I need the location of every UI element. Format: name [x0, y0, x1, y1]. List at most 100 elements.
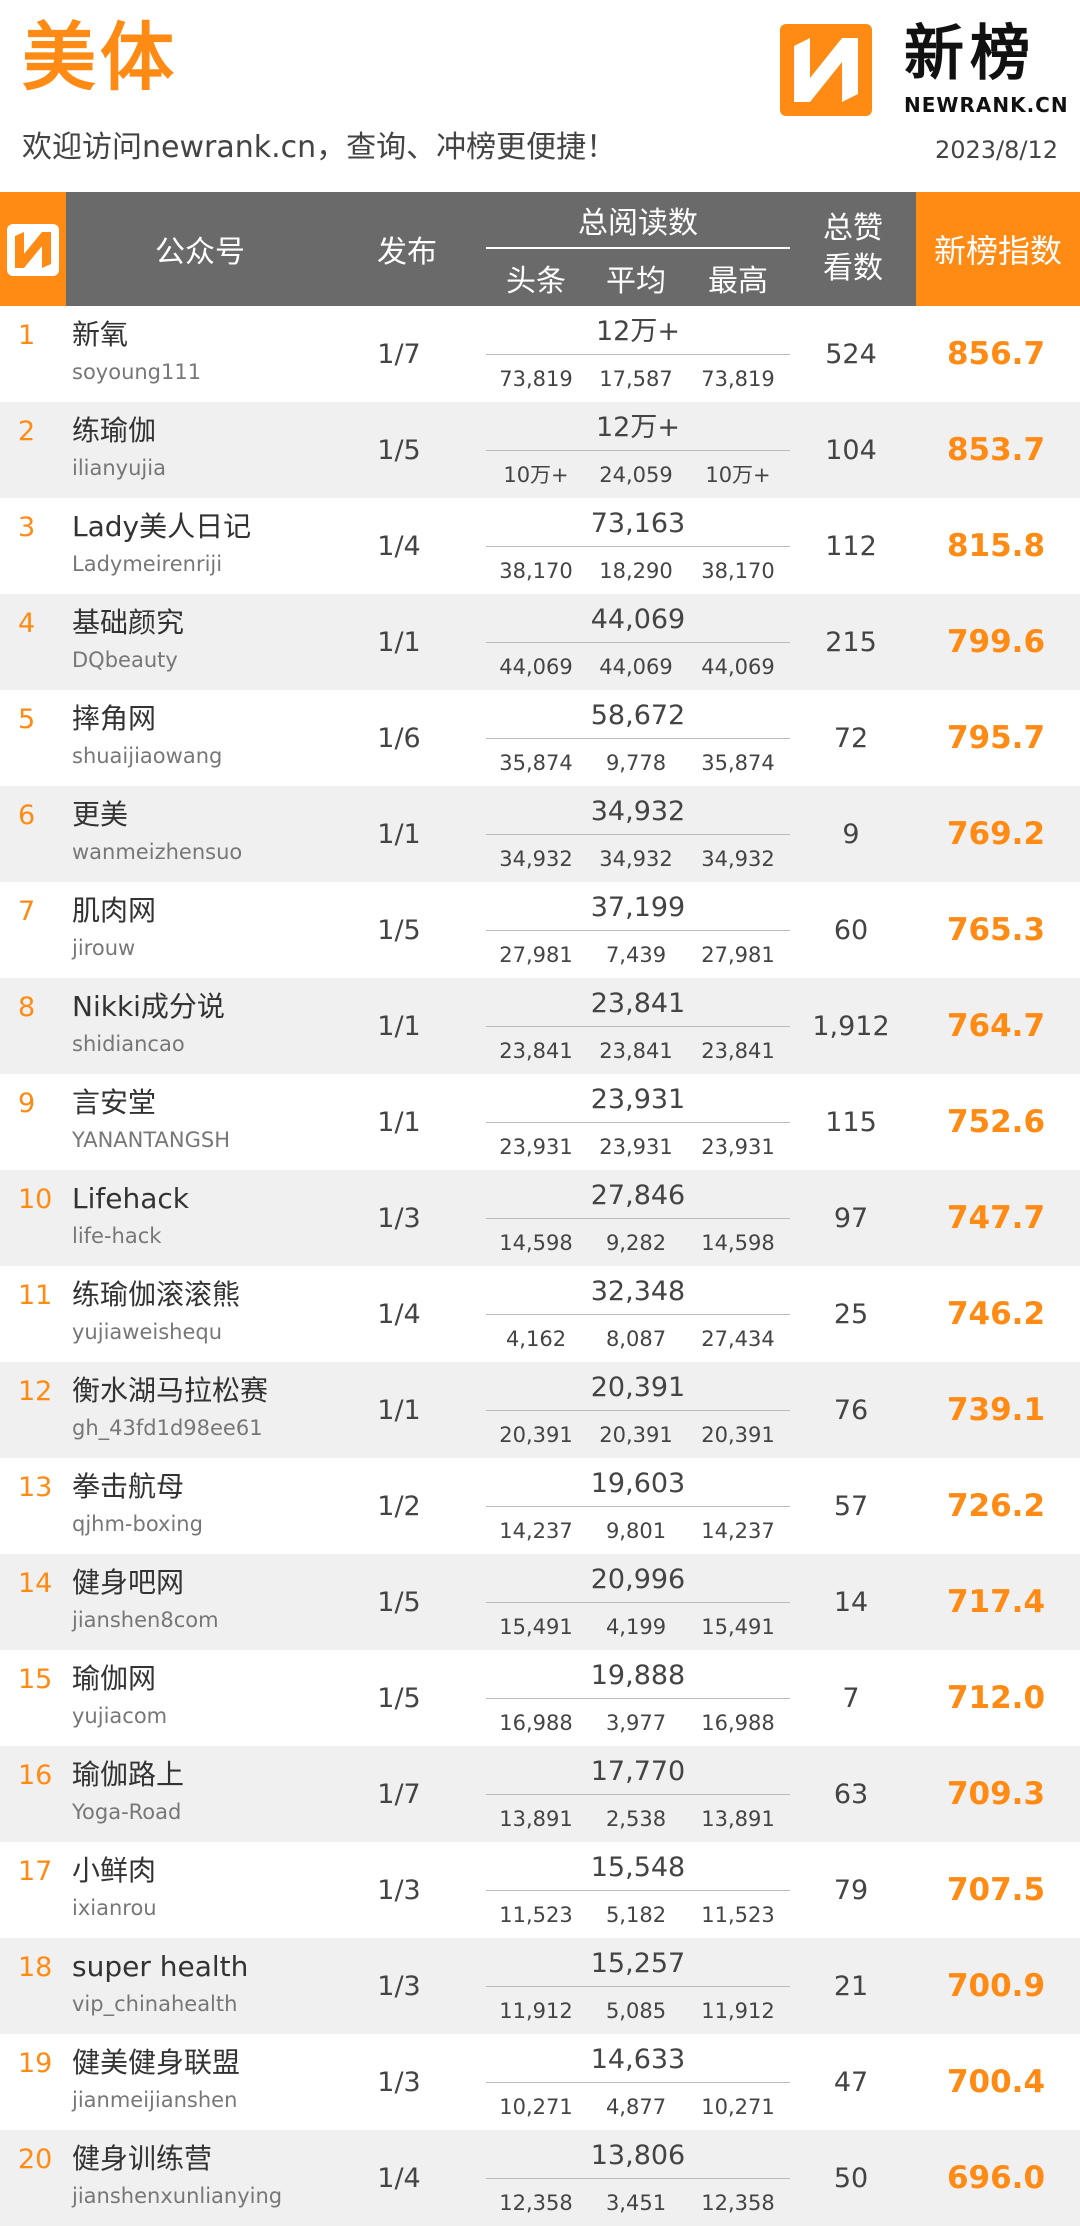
reads-divider [486, 1122, 790, 1123]
rank-number: 13 [18, 1472, 53, 1503]
table-row[interactable]: 6 更美 wanmeizhensuo 1/1 34,932 34,932 34,932 34,… [0, 786, 1080, 882]
newrank-small-logo-icon [7, 224, 59, 276]
max-reads: 34,932 [701, 847, 775, 871]
rank-number: 9 [18, 1088, 36, 1119]
headline-reads: 12,358 [499, 2191, 573, 2215]
publish-count: 1/3 [377, 1874, 421, 1906]
total-reads: 20,996 [590, 1564, 686, 1595]
headline-reads: 10万+ [503, 463, 569, 487]
table-row[interactable]: 18 super health vip_chinahealth 1/3 15,257 11… [0, 1938, 1080, 2034]
table-row[interactable]: 1 新氧 soyoung111 1/7 12万+ 73,819 17,587 73,819 52… [0, 306, 1080, 402]
likes-count: 14 [833, 1586, 869, 1618]
publish-count: 1/3 [377, 2066, 421, 2098]
reads-divider [486, 834, 790, 835]
table-row[interactable]: 5 摔角网 shuaijiaowang 1/6 58,672 35,874 9,778 35,… [0, 690, 1080, 786]
average-reads: 9,801 [605, 1519, 667, 1543]
rank-number: 12 [18, 1376, 53, 1407]
average-reads: 18,290 [599, 559, 673, 583]
newrank-index: 856.7 [946, 336, 1046, 372]
table-row[interactable]: 8 Nikki成分说 shidiancao 1/1 23,841 23,841 23,841… [0, 978, 1080, 1074]
max-reads: 38,170 [701, 559, 775, 583]
total-reads: 23,931 [590, 1084, 686, 1115]
likes-count: 524 [825, 338, 877, 370]
table-row[interactable]: 14 健身吧网 jianshen8com 1/5 20,996 15,491 4,199 15… [0, 1554, 1080, 1650]
newrank-index: 700.4 [946, 2064, 1046, 2100]
total-reads: 27,846 [590, 1180, 686, 1211]
newrank-index: 752.6 [946, 1104, 1046, 1140]
headline-reads: 4,162 [505, 1327, 567, 1351]
account-name: 小鲜肉 [72, 1854, 157, 1887]
headline-reads: 14,237 [499, 1519, 573, 1543]
brand-name-en: NEWRANK.CN [904, 93, 1069, 117]
table-row[interactable]: 13 拳击航母 qjhm-boxing 1/2 19,603 14,237 9,801 14,… [0, 1458, 1080, 1554]
likes-count: 76 [833, 1394, 869, 1426]
table-row[interactable]: 9 言安堂 YANANTANGSH 1/1 23,931 23,931 23,931 23,9… [0, 1074, 1080, 1170]
reads-divider [486, 642, 790, 643]
account-name: 肌肉网 [72, 894, 157, 927]
average-reads: 5,085 [605, 1999, 667, 2023]
page-header: 美体 欢迎访问newrank.cn，查询、冲榜更便捷！ 2023/8/12 新榜… [0, 0, 1080, 192]
publish-count: 1/1 [377, 1010, 421, 1042]
table-row[interactable]: 17 小鲜肉 ixianrou 1/3 15,548 11,523 5,182 11,523 7… [0, 1842, 1080, 1938]
table-row[interactable]: 19 健美健身联盟 jianmeijianshen 1/3 14,633 10,271 4,… [0, 2034, 1080, 2130]
account-id: yujiacom [72, 1704, 168, 1728]
max-reads: 16,988 [701, 1711, 775, 1735]
account-id: yujiaweishequ [72, 1320, 223, 1344]
max-reads: 44,069 [701, 655, 775, 679]
likes-count: 63 [833, 1778, 869, 1810]
likes-count: 21 [833, 1970, 869, 2002]
total-reads: 12万+ [596, 412, 680, 443]
table-row[interactable]: 2 练瑜伽 ilianyujia 1/5 12万+ 10万+ 24,059 10万+ 104 85… [0, 402, 1080, 498]
max-reads: 13,891 [701, 1807, 775, 1831]
max-reads: 20,391 [701, 1423, 775, 1447]
table-row[interactable]: 7 肌肉网 jirouw 1/5 37,199 27,981 7,439 27,981 60 76… [0, 882, 1080, 978]
col-headline: 头条 [506, 263, 566, 299]
average-reads: 17,587 [599, 367, 673, 391]
likes-count: 7 [842, 1682, 860, 1714]
total-reads: 15,548 [590, 1852, 686, 1883]
col-likes-line1: 总赞 [823, 211, 883, 246]
table-row[interactable]: 20 健身训练营 jianshenxunlianying 1/4 13,806 12,35… [0, 2130, 1080, 2226]
total-reads: 20,391 [590, 1372, 686, 1403]
publish-count: 1/7 [377, 1778, 421, 1810]
table-row[interactable]: 12 衡水湖马拉松赛 gh_43fd1d98ee61 1/1 20,391 20,391 2… [0, 1362, 1080, 1458]
table-row[interactable]: 16 瑜伽路上 Yoga-Road 1/7 17,770 13,891 2,538 13,89… [0, 1746, 1080, 1842]
newrank-logo-icon [780, 24, 872, 116]
account-name: Lifehack [72, 1182, 189, 1215]
account-name: 健美健身联盟 [72, 2046, 241, 2079]
account-id: DQbeauty [72, 648, 178, 672]
average-reads: 2,538 [605, 1807, 667, 1831]
table-row[interactable]: 4 基础颜究 DQbeauty 1/1 44,069 44,069 44,069 44,069… [0, 594, 1080, 690]
headline-reads: 23,841 [499, 1039, 573, 1063]
col-index: 新榜指数 [916, 192, 1080, 306]
account-id: life-hack [72, 1224, 162, 1248]
account-name: 言安堂 [72, 1086, 157, 1119]
newrank-index: 769.2 [946, 816, 1046, 852]
publish-count: 1/5 [377, 1586, 421, 1618]
table-row[interactable]: 15 瑜伽网 yujiacom 1/5 19,888 16,988 3,977 16,988 7… [0, 1650, 1080, 1746]
likes-count: 60 [833, 914, 869, 946]
reads-divider [486, 450, 790, 451]
average-reads: 9,282 [605, 1231, 667, 1255]
table-row[interactable]: 11 练瑜伽滚滚熊 yujiaweishequ 1/4 32,348 4,162 8,087… [0, 1266, 1080, 1362]
table-row[interactable]: 10 Lifehack life-hack 1/3 27,846 14,598 9,282 1… [0, 1170, 1080, 1266]
newrank-index: 726.2 [946, 1488, 1046, 1524]
reads-divider [486, 354, 790, 355]
rank-number: 20 [18, 2144, 53, 2175]
newrank-index: 739.1 [946, 1392, 1046, 1428]
publish-count: 1/1 [377, 818, 421, 850]
headline-reads: 14,598 [499, 1231, 573, 1255]
reads-divider [486, 1410, 790, 1411]
table-row[interactable]: 3 Lady美人日记 Ladymeirenriji 1/4 73,163 38,170 18… [0, 498, 1080, 594]
reads-divider [486, 1218, 790, 1219]
account-id: wanmeizhensuo [72, 840, 243, 864]
headline-reads: 11,523 [499, 1903, 573, 1927]
rank-number: 3 [18, 512, 36, 543]
newrank-index: 747.7 [946, 1200, 1046, 1236]
rank-number: 1 [18, 320, 36, 351]
average-reads: 4,199 [605, 1615, 667, 1639]
reads-divider [486, 1506, 790, 1507]
publish-count: 1/4 [377, 2162, 421, 2194]
col-max: 最高 [708, 263, 768, 299]
reads-divider [486, 2082, 790, 2083]
